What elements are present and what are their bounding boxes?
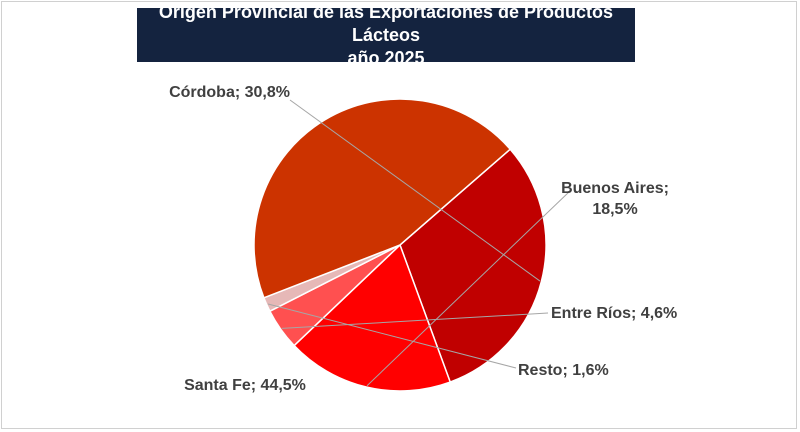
slice-cordoba (399, 148, 547, 384)
data-label-santa-fe-line-1: Santa Fe; 44,5% (184, 377, 306, 394)
slice-buenos-aires (293, 243, 452, 392)
data-label-entre-rios: Entre Ríos; 4,6% (551, 305, 677, 322)
chart-title: Origen Provincial de las Exportaciones d… (137, 2, 635, 68)
data-label-resto: Resto; 1,6% (518, 362, 609, 379)
leader-line-entre-rios (281, 312, 549, 329)
data-label-buenos-aires: Buenos Aires; 18,5% (561, 180, 669, 218)
slice-santa-fe (253, 98, 512, 299)
leader-line-resto (267, 303, 517, 369)
data-label-buenos-aires-line-2: 18,5% (592, 201, 637, 218)
data-label-resto-line-1: Resto; 1,6% (518, 362, 609, 379)
data-label-buenos-aires-line-1: Buenos Aires; (561, 180, 669, 197)
pie-slices (253, 98, 547, 392)
leader-line-cordoba (289, 99, 541, 282)
data-label-cordoba: Córdoba; 30,8% (169, 84, 290, 101)
data-label-cordoba-line-1: Córdoba; 30,8% (169, 84, 290, 101)
leader-lines (267, 99, 571, 387)
data-labels: Córdoba; 30,8% Buenos Aires; 18,5% Entre Rí… (169, 84, 677, 394)
leader-line-buenos-aires (366, 190, 571, 387)
chart-title-line-1: Origen Provincial de las Exportaciones d… (158, 1, 614, 45)
data-label-entre-rios-line-1: Entre Ríos; 4,6% (551, 305, 677, 322)
chart-title-line-2: año 2025 (347, 47, 425, 68)
data-label-santa-fe: Santa Fe; 44,5% (184, 377, 306, 394)
